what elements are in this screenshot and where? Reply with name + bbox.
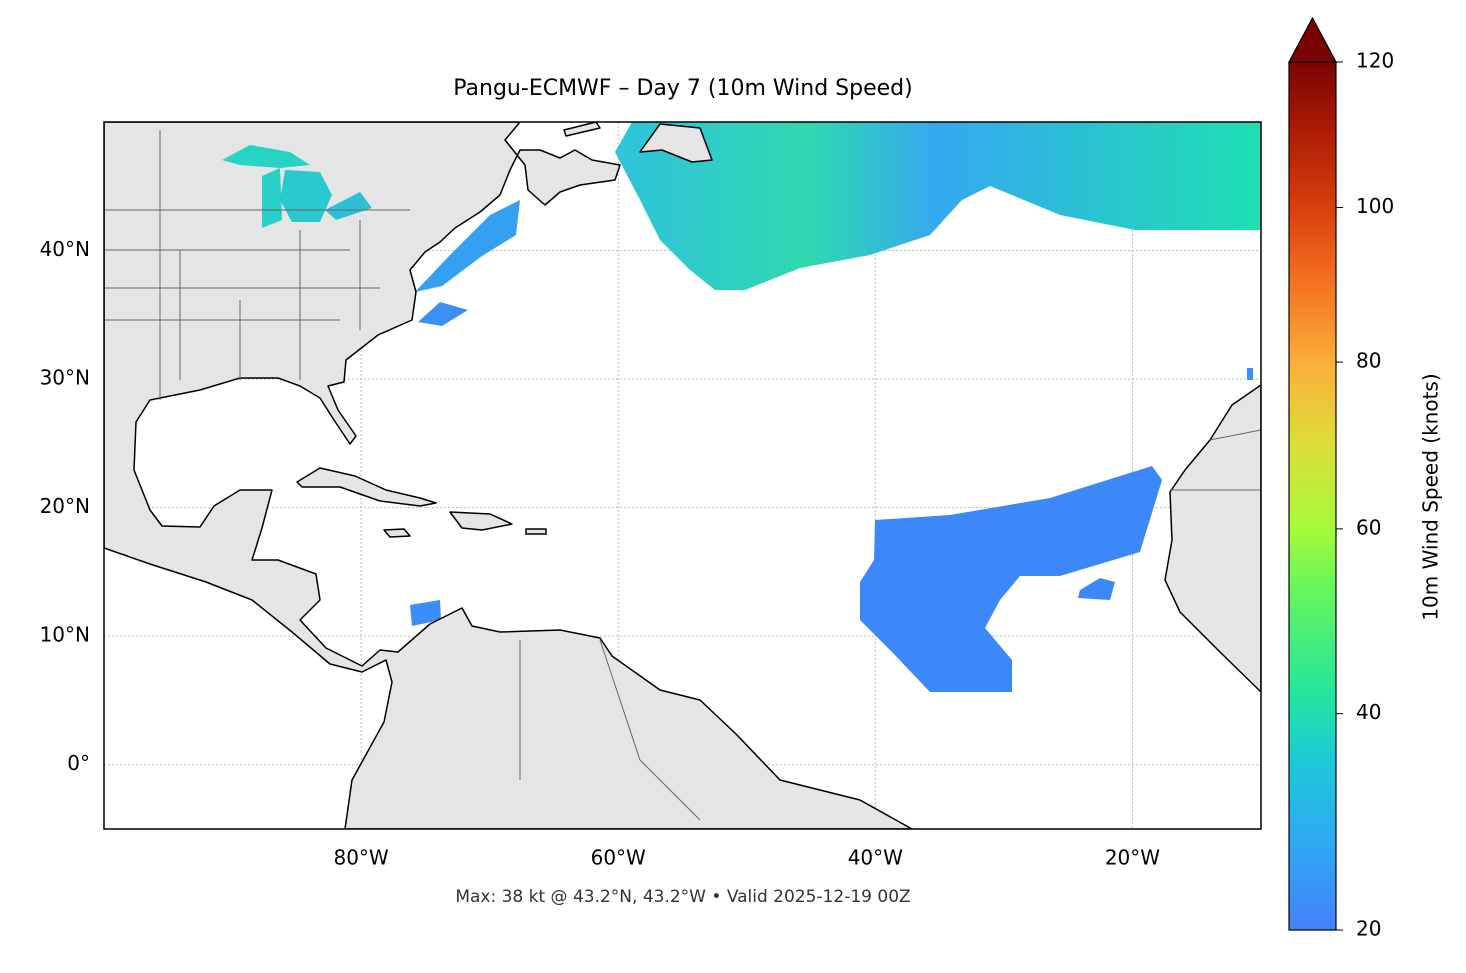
y-tick-label: 10°N [40, 623, 90, 647]
wind-field [615, 122, 1261, 290]
colorbar-tick-label: 20 [1356, 917, 1381, 941]
wind-field [1078, 578, 1115, 600]
land [104, 122, 913, 829]
x-tick-label: 40°W [848, 846, 903, 870]
border [104, 130, 1261, 821]
map-area [104, 122, 1261, 829]
colorbar-tick-label: 80 [1356, 349, 1381, 373]
wind-field [418, 302, 468, 326]
colorbar-label: 10m Wind Speed (knots) [1419, 373, 1443, 620]
footer-note: Max: 38 kt @ 43.2°N, 43.2°W • Valid 2025… [455, 887, 910, 907]
y-tick-label: 40°N [40, 237, 90, 261]
colorbar-extension [1287, 16, 1338, 63]
wind-field [410, 600, 441, 626]
wind-field [860, 466, 1162, 692]
wind-field [415, 200, 520, 292]
colorbar-tick-label: 120 [1356, 49, 1394, 73]
land [296, 467, 437, 507]
land [1164, 384, 1261, 693]
y-tick-label: 30°N [40, 366, 90, 390]
wind-field [222, 145, 310, 168]
land [449, 511, 513, 531]
x-tick-label: 20°W [1105, 846, 1160, 870]
colorbar-tick-label: 40 [1356, 700, 1381, 724]
colorbar-tick-label: 60 [1356, 515, 1381, 539]
wind-field [262, 168, 282, 228]
colorbar [1288, 61, 1337, 931]
colorbar-tick-label: 100 [1356, 194, 1394, 218]
land [563, 122, 601, 137]
wind-field [1247, 368, 1253, 380]
land [525, 528, 547, 535]
x-tick-label: 80°W [333, 846, 388, 870]
title: Pangu-ECMWF – Day 7 (10m Wind Speed) [453, 76, 912, 101]
land [639, 123, 713, 163]
wind-field [280, 170, 332, 222]
y-tick-label: 20°N [40, 494, 90, 518]
map-frame [103, 121, 1262, 830]
x-tick-label: 60°W [591, 846, 646, 870]
wind-field [325, 192, 372, 220]
y-tick-label: 0° [67, 751, 90, 775]
land [383, 528, 411, 538]
